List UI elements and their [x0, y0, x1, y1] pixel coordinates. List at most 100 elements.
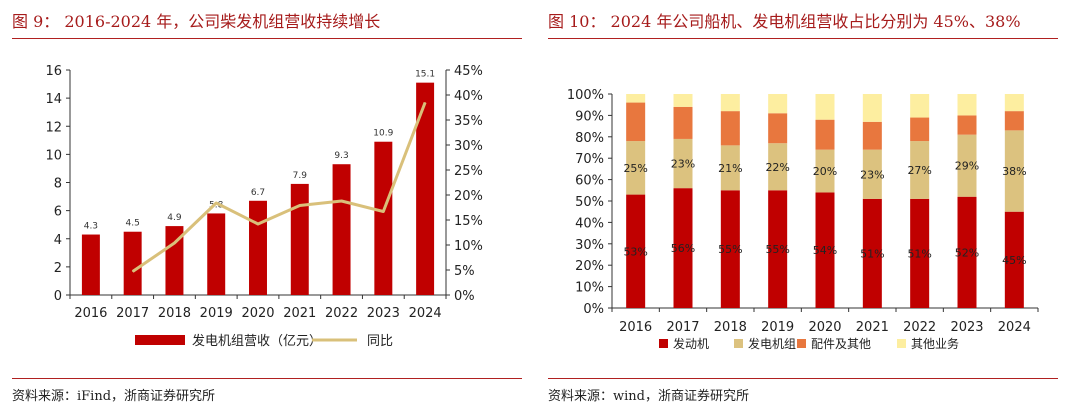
- x-tick-label: 2017: [116, 306, 149, 321]
- genset-segment: [957, 134, 977, 197]
- yoy-growth-point: [215, 202, 217, 204]
- legend-label-parts-segment: 配件及其他: [811, 337, 871, 351]
- other-business-segment: [673, 94, 693, 107]
- revenue-bar: [332, 164, 351, 295]
- yoy-growth-point: [341, 200, 343, 202]
- genset-segment-label: 23%: [671, 158, 695, 171]
- y-tick-label-left: 2: [54, 261, 62, 276]
- right-figure-panel: 图 10： 2024 年公司船机、发电机组营收占比分别为 45%、38% 0% 1…: [548, 0, 1068, 410]
- engine-segment: [815, 192, 835, 308]
- y-tick-label-left: 16: [45, 64, 62, 79]
- x-tick-label: 2022: [903, 320, 936, 335]
- x-tick-label: 2019: [761, 320, 794, 335]
- genset-segment: [815, 149, 835, 193]
- revenue-bar: [374, 141, 393, 295]
- yoy-growth-point: [173, 242, 175, 244]
- yoy-growth-point: [299, 205, 301, 206]
- revenue-bar-label: 4.5: [126, 219, 140, 229]
- y-tick-label-right: 15%: [454, 214, 483, 229]
- y-tick-label: 100%: [567, 88, 604, 103]
- left-figure-source: 资料来源：iFind，浙商证券研究所: [12, 389, 216, 404]
- genset-segment-label: 20%: [813, 165, 837, 178]
- y-tick-label: 70%: [575, 152, 604, 167]
- revenue-bar-label: 4.9: [167, 213, 182, 223]
- y-tick-label-right: 5%: [454, 264, 475, 279]
- y-tick-label-right: 25%: [454, 164, 483, 179]
- other-business-segment: [957, 94, 977, 116]
- engine-segment-label: 51%: [907, 247, 931, 260]
- parts-segment: [768, 113, 788, 144]
- x-tick-label: 2021: [856, 320, 889, 335]
- legend-label-genset-segment: 发电机组: [748, 336, 796, 351]
- parts-segment: [910, 117, 930, 142]
- revenue-bar: [165, 226, 184, 295]
- x-tick-label: 2018: [714, 320, 747, 335]
- x-tick-label: 2024: [998, 320, 1031, 335]
- left-title-rule: [12, 38, 522, 39]
- legend-label-engine-segment: 发动机: [673, 336, 709, 351]
- y-tick-label-right: 40%: [454, 89, 483, 104]
- legend-swatch-parts-segment: [797, 339, 806, 348]
- x-tick-label: 2017: [666, 320, 699, 335]
- revenue-bar-label: 4.3: [84, 222, 98, 232]
- y-tick-label-left: 4: [54, 233, 62, 248]
- revenue-bar-label: 7.9: [293, 171, 308, 181]
- revenue-bar: [207, 213, 226, 295]
- genset-segment-label: 27%: [907, 164, 931, 177]
- engine-segment-label: 55%: [765, 243, 789, 256]
- revenue-bar: [416, 82, 435, 295]
- y-tick-label: 0%: [583, 302, 604, 317]
- revenue-bar-label: 5.8: [209, 200, 224, 210]
- parts-segment: [720, 111, 740, 146]
- parts-segment: [626, 102, 646, 142]
- yoy-growth-line: [131, 101, 427, 273]
- x-tick-label: 2018: [158, 306, 191, 321]
- other-business-segment: [768, 94, 788, 114]
- engine-segment-label: 54%: [813, 244, 837, 257]
- revenue-combo-chart: 0 2 4 6 8 10 12 14 16 0% 5% 10% 15% 20% 25% 30% 35% 40% 45…: [45, 64, 483, 349]
- engine-segment: [957, 196, 977, 308]
- y-tick-label: 30%: [575, 238, 604, 253]
- y-tick-label-left: 8: [54, 177, 62, 192]
- other-business-segment: [862, 94, 882, 122]
- engine-segment: [626, 194, 646, 308]
- genset-segment: [673, 138, 693, 189]
- revenue-bar: [81, 234, 100, 295]
- engine-segment: [1004, 211, 1024, 308]
- x-tick-label: 2016: [74, 306, 107, 321]
- y-tick-label-right: 20%: [454, 189, 483, 204]
- engine-segment-label: 45%: [1002, 254, 1026, 267]
- engine-segment-label: 53%: [623, 245, 647, 258]
- legend-label-other-business-segment: 其他业务: [911, 336, 959, 351]
- legend-swatch-other-business-segment: [897, 339, 906, 348]
- y-tick-label-right: 10%: [454, 239, 483, 254]
- y-tick-label: 90%: [575, 109, 604, 124]
- genset-segment: [910, 141, 930, 199]
- y-tick-label-left: 12: [45, 120, 62, 135]
- yoy-growth-point: [132, 271, 134, 272]
- y-tick-label: 40%: [575, 216, 604, 231]
- engine-segment: [862, 198, 882, 308]
- left-figure-title: 图 9： 2016-2024 年，公司柴发机组营收持续增长: [12, 12, 381, 31]
- genset-segment-label: 23%: [860, 168, 884, 181]
- revenue-mix-stacked-chart: 0% 10% 20% 30% 40% 50% 60% 70% 80% 90% 100% 2016 201…: [567, 88, 1039, 351]
- x-tick-label: 2023: [950, 320, 983, 335]
- right-figure-source: 资料来源：wind，浙商证券研究所: [548, 389, 749, 404]
- legend-swatch-engine-segment: [659, 339, 668, 348]
- revenue-bar-label: 9.3: [334, 151, 348, 161]
- other-business-segment: [1004, 94, 1024, 112]
- legend-label-revenue: 发电机组营收（亿元）: [192, 333, 322, 349]
- left-source-rule: [12, 378, 522, 379]
- y-tick-label: 50%: [575, 195, 604, 210]
- x-tick-label: 2020: [808, 320, 841, 335]
- y-tick-label-right: 30%: [454, 139, 483, 154]
- revenue-bar-label: 6.7: [251, 188, 265, 198]
- engine-segment-label: 56%: [671, 242, 695, 255]
- genset-segment-label: 21%: [718, 162, 742, 175]
- left-figure-panel: 图 9： 2016-2024 年，公司柴发机组营收持续增长 0 2 4 6 8 10 12 1…: [12, 0, 532, 410]
- right-source-rule: [548, 378, 1058, 379]
- y-tick-label-left: 10: [45, 148, 62, 163]
- other-business-segment: [720, 94, 740, 112]
- y-tick-label-right: 0%: [454, 289, 475, 304]
- genset-segment-label: 25%: [623, 162, 647, 175]
